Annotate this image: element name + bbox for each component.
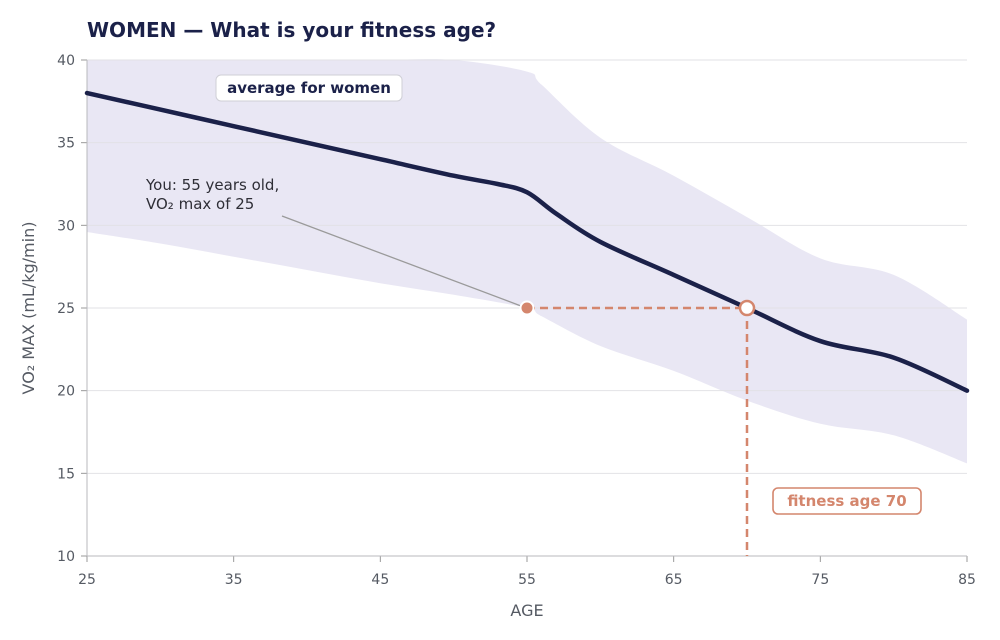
fitness-age-point [738, 299, 756, 317]
chart-title: WOMEN — What is your fitness age? [87, 18, 496, 42]
average-label-background [215, 74, 403, 102]
y-tick-label: 10 [57, 549, 75, 565]
x-tick-label: 55 [518, 572, 536, 588]
y-axis-ticks: 10 15 20 25 30 35 40 [57, 53, 87, 565]
y-tick-label: 15 [57, 466, 75, 482]
x-tick-label: 75 [811, 572, 829, 588]
fitness-age-label-background [772, 487, 922, 515]
x-axis-title: AGE [510, 601, 543, 620]
x-tick-label: 35 [225, 572, 243, 588]
band-area [87, 59, 967, 464]
x-axis-ticks: 25 35 45 55 65 75 85 [78, 556, 976, 588]
you-annotation-leader [281, 215, 522, 307]
x-tick-label: 85 [958, 572, 976, 588]
you-point [519, 300, 535, 316]
x-tick-label: 65 [665, 572, 683, 588]
average-line [84, 90, 970, 393]
y-tick-label: 30 [57, 218, 75, 234]
you-annotation-line-1: You: 55 years old, [145, 176, 279, 194]
y-tick-label: 40 [57, 53, 75, 69]
fitness-age-label-box: fitness age 70 [772, 487, 922, 515]
x-tick-label: 45 [371, 572, 389, 588]
average-label: average for women [227, 79, 391, 97]
you-annotation-line-2: VO₂ max of 25 [146, 195, 254, 213]
confidence-band [87, 59, 967, 464]
y-axis-title: VO₂ MAX (mL/kg/min) [19, 222, 38, 395]
fitness-age-label: fitness age 70 [787, 492, 906, 510]
y-tick-label: 25 [57, 301, 75, 317]
y-tick-label: 20 [57, 384, 75, 400]
average-label-box: average for women [215, 74, 403, 102]
x-tick-label: 25 [78, 572, 96, 588]
y-tick-label: 35 [57, 136, 75, 152]
